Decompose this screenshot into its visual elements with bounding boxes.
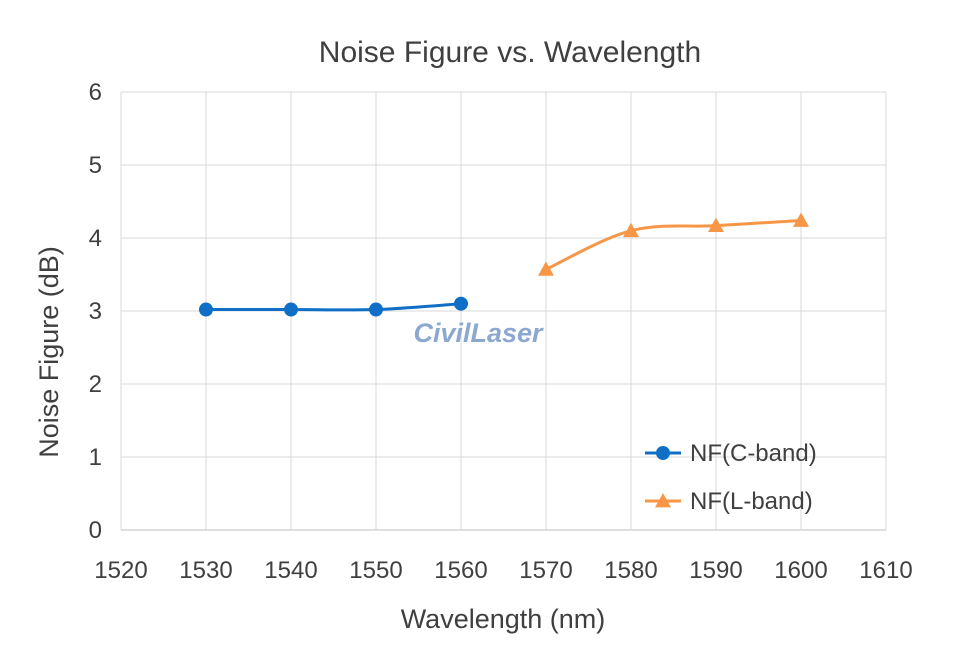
x-tick-label: 1550: [349, 557, 402, 584]
data-point: [538, 261, 554, 276]
x-tick-label: 1520: [94, 557, 147, 584]
chart-series: [199, 212, 809, 317]
y-tick-label: 3: [89, 298, 102, 325]
y-tick-label: 4: [89, 225, 102, 252]
legend-label: NF(L-band): [690, 488, 813, 515]
series-line: [206, 302, 462, 312]
data-point: [369, 302, 383, 317]
legend-marker: [656, 446, 670, 460]
series-0: [199, 296, 468, 317]
data-point: [623, 222, 639, 238]
y-axis-title: Noise Figure (dB): [34, 246, 64, 458]
data-point: [284, 302, 298, 317]
data-point: [199, 302, 213, 317]
y-tick-label: 2: [89, 371, 102, 398]
x-tick-label: 1610: [859, 557, 912, 584]
data-point: [708, 217, 724, 232]
series-1: [538, 212, 809, 276]
x-tick-label: 1570: [519, 557, 572, 584]
legend-marker: [655, 493, 671, 508]
x-tick-label: 1540: [264, 557, 317, 584]
data-point: [793, 212, 809, 227]
y-tick-label: 5: [89, 152, 102, 179]
y-tick-label: 6: [89, 79, 102, 106]
x-tick-label: 1530: [179, 557, 232, 584]
legend: NF(C-band) NF(L-band): [645, 440, 817, 515]
x-axis-ticks: 1520 1530 1540 1550 1560 1570 1580 1590 1600 1610: [94, 557, 912, 584]
series-line: [545, 218, 802, 271]
legend-label: NF(C-band): [690, 440, 817, 467]
chart-title: Noise Figure vs. Wavelength: [319, 36, 701, 69]
x-tick-label: 1580: [604, 557, 657, 584]
x-axis-title: Wavelength (nm): [401, 604, 606, 634]
x-tick-label: 1600: [774, 557, 827, 584]
x-tick-label: 1590: [689, 557, 742, 584]
data-point: [454, 296, 468, 311]
watermark-logo: CivilLaser: [413, 318, 544, 348]
x-tick-label: 1560: [434, 557, 487, 584]
y-axis-ticks: 0 1 2 3 4 5 6: [89, 79, 102, 544]
y-tick-label: 1: [89, 444, 102, 471]
grid-lines: [120, 91, 887, 531]
y-tick-label: 0: [89, 517, 102, 544]
